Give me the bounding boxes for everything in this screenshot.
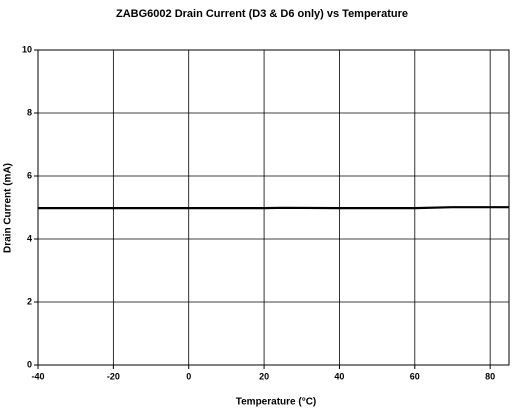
y-tick-label: 2 bbox=[27, 296, 32, 306]
x-tick-label: 0 bbox=[186, 371, 191, 381]
y-axis-label: Drain Current (mA) bbox=[3, 163, 14, 253]
y-tick-label: 4 bbox=[27, 233, 32, 243]
x-tick-label: -40 bbox=[31, 371, 44, 381]
x-axis-label: Temperature (°C) bbox=[236, 397, 317, 408]
x-tick-label: 60 bbox=[410, 371, 420, 381]
y-tick-label: 6 bbox=[27, 170, 32, 180]
y-tick-label: 0 bbox=[27, 359, 32, 369]
x-tick-label: 80 bbox=[485, 371, 495, 381]
x-tick-label: 40 bbox=[334, 371, 344, 381]
x-tick-label: 20 bbox=[259, 371, 269, 381]
y-tick-label: 8 bbox=[27, 107, 32, 117]
data-line bbox=[38, 206, 509, 210]
x-tick-label: -20 bbox=[107, 371, 120, 381]
y-tick-label: 10 bbox=[22, 44, 32, 54]
chart-title: ZABG6002 Drain Current (D3 & D6 only) vs… bbox=[116, 8, 408, 20]
